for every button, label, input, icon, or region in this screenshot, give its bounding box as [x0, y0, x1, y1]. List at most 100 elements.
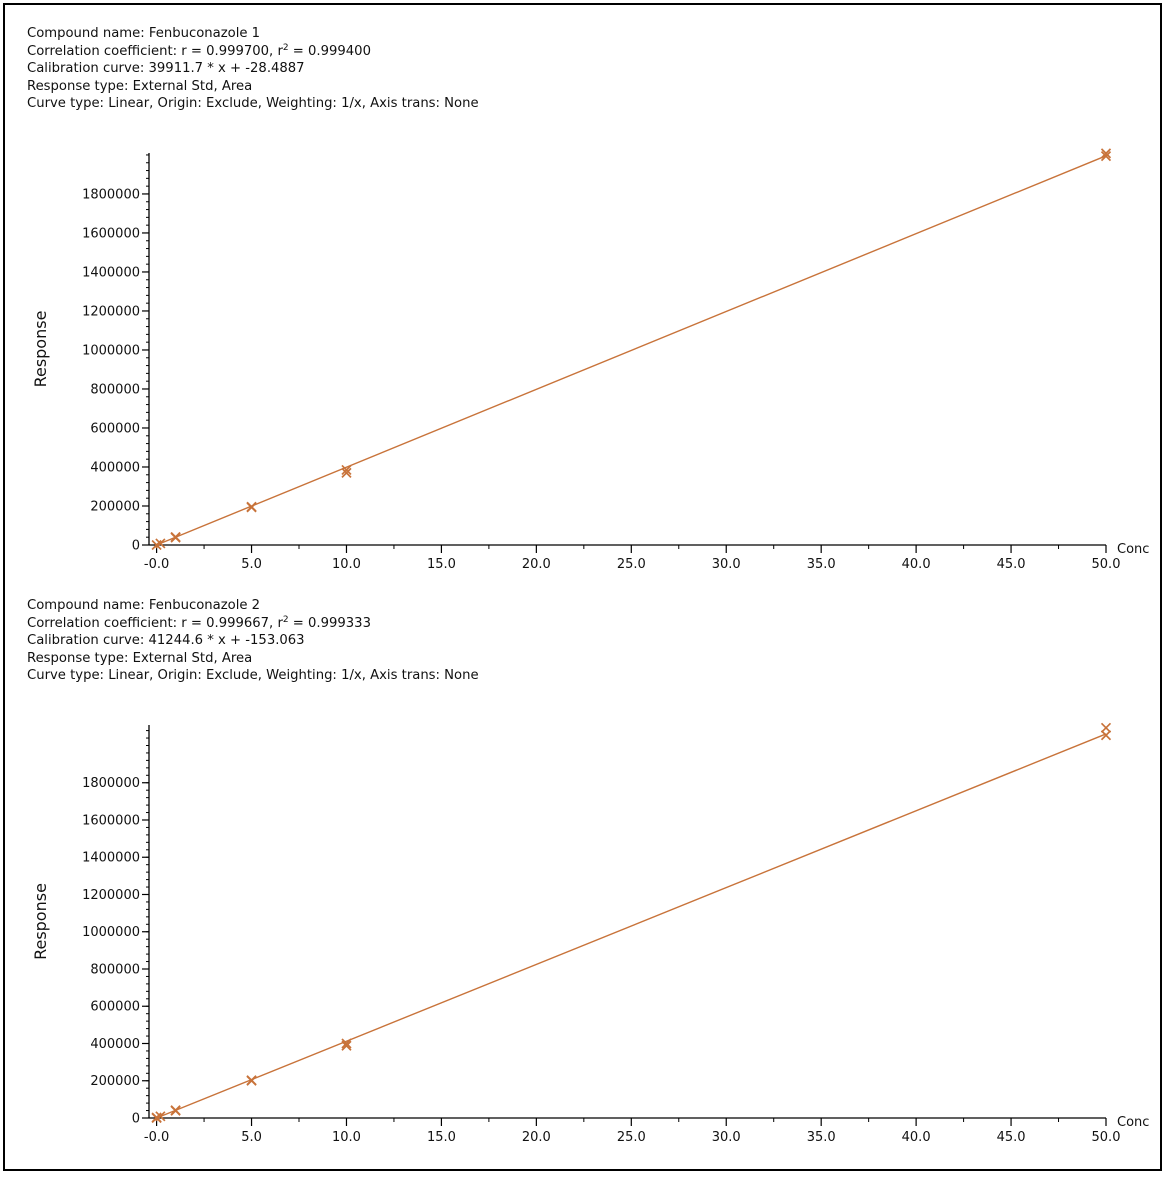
- x-tick-label: 25.0: [617, 1130, 646, 1145]
- data-point: [341, 1040, 352, 1051]
- data-point-stroke: [246, 501, 257, 512]
- y-tick-label: 600000: [90, 1000, 140, 1015]
- compound-name: Compound name: Fenbuconazole 2: [27, 598, 261, 613]
- y-axis-title: Response: [31, 311, 50, 388]
- y-tick-label: 800000: [90, 382, 140, 397]
- x-tick-label: 45.0: [997, 1130, 1026, 1145]
- calibration-panel-1: Compound name: Fenbuconazole 1 Correlati…: [5, 5, 1160, 590]
- data-point-stroke: [1100, 722, 1112, 733]
- calibration-curve: Calibration curve: 39911.7 * x + -28.488…: [27, 61, 305, 77]
- response-type: Response type: External Std, Area: [27, 650, 253, 666]
- data-point: [341, 1038, 352, 1049]
- correlation-prefix: Correlation coefficient: r = 0.999667, r: [27, 615, 283, 631]
- data-point-stroke: [341, 467, 352, 478]
- data-point: [1100, 151, 1112, 162]
- data-point: [1100, 722, 1112, 733]
- y-tick-label: 1000000: [82, 925, 140, 940]
- data-point-stroke: [246, 1075, 257, 1086]
- compound-info-1: Compound name: Fenbuconazole 1 Correlati…: [27, 25, 479, 113]
- x-tick-label: 40.0: [902, 557, 931, 572]
- correlation-prefix: Correlation coefficient: r = 0.999700, r: [27, 43, 283, 59]
- y-tick-label: 1200000: [82, 888, 140, 903]
- y-tick-label: 600000: [90, 421, 140, 436]
- data-point-stroke: [341, 1038, 352, 1049]
- y-tick-label: 200000: [90, 499, 140, 514]
- y-axis-title: Response: [31, 883, 50, 960]
- calibration-line: [156, 155, 1107, 546]
- data-point-stroke: [170, 1105, 181, 1116]
- x-tick-label: 30.0: [712, 1130, 741, 1145]
- data-point: [1100, 730, 1112, 741]
- data-point: [155, 1111, 166, 1122]
- data-points: [151, 148, 1112, 551]
- compound-name: Compound name: Fenbuconazole 1: [27, 26, 261, 41]
- x-tick-label: 15.0: [427, 557, 456, 572]
- y-tick-label: 1800000: [82, 776, 140, 791]
- data-point: [1100, 148, 1112, 159]
- x-tick-label: -0.0: [144, 1130, 169, 1145]
- data-point-stroke: [1100, 148, 1112, 159]
- data-point: [341, 467, 352, 478]
- data-point-stroke: [1100, 730, 1112, 741]
- x-axis-title: Conc: [1117, 542, 1149, 557]
- data-point: [170, 531, 181, 543]
- y-tick-label: 0: [132, 539, 140, 554]
- data-point-stroke: [341, 1040, 352, 1051]
- x-tick-label: 35.0: [807, 557, 836, 572]
- x-tick-label: 5.0: [241, 1130, 262, 1145]
- x-tick-label: 50.0: [1092, 557, 1121, 572]
- data-point: [170, 1105, 181, 1116]
- x-tick-label: 10.0: [332, 1130, 361, 1145]
- x-tick-label: 10.0: [332, 557, 361, 572]
- y-tick-label: 1400000: [82, 265, 140, 280]
- response-type: Response type: External Std, Area: [27, 78, 253, 94]
- correlation-suffix: = 0.999400: [288, 43, 371, 59]
- compound-info-2: Compound name: Fenbuconazole 2 Correlati…: [27, 597, 479, 685]
- calibration-curve: Calibration curve: 41244.6 * x + -153.06…: [27, 633, 305, 649]
- y-tick-label: 1200000: [82, 304, 140, 319]
- x-tick-label: -0.0: [144, 557, 169, 572]
- x-tick-label: 45.0: [997, 557, 1026, 572]
- calibration-line: [156, 733, 1107, 1119]
- data-point-stroke: [155, 538, 166, 549]
- calibration-chart-2: 0 200000 400000 600000 800000 1000000 1200000 1…: [31, 722, 1149, 1145]
- data-point-stroke: [1100, 151, 1112, 162]
- data-points: [151, 722, 1112, 1124]
- axes: 0 200000 400000 600000 800000 1000000 1200000 1…: [31, 153, 1149, 572]
- calibration-chart-1: 0 200000 400000 600000 800000 1000000 1200000 1…: [31, 148, 1149, 572]
- correlation-coefficient: Correlation coefficient: r = 0.999700, r…: [27, 43, 479, 61]
- curve-type: Curve type: Linear, Origin: Exclude, Wei…: [27, 668, 479, 684]
- y-tick-label: 800000: [90, 962, 140, 977]
- x-tick-label: 30.0: [712, 557, 741, 572]
- axes: 0 200000 400000 600000 800000 1000000 1200000 1…: [31, 725, 1149, 1145]
- y-tick-label: 1800000: [82, 187, 140, 202]
- x-tick-label: 20.0: [522, 1130, 551, 1145]
- calibration-panel-2: Compound name: Fenbuconazole 2 Correlati…: [5, 577, 1160, 1169]
- data-point: [246, 501, 257, 512]
- x-tick-label: 50.0: [1092, 1130, 1121, 1145]
- y-tick-label: 1600000: [82, 226, 140, 241]
- r-squared-exponent: 2: [282, 42, 289, 53]
- x-tick-label: 35.0: [807, 1130, 836, 1145]
- data-point-stroke: [170, 531, 181, 543]
- data-point: [341, 464, 352, 476]
- calibration-report: Compound name: Fenbuconazole 1 Correlati…: [3, 3, 1162, 1171]
- data-point: [246, 1075, 257, 1086]
- y-tick-label: 200000: [90, 1074, 140, 1089]
- correlation-coefficient: Correlation coefficient: r = 0.999667, r…: [27, 615, 479, 633]
- data-point: [155, 538, 166, 549]
- data-point-stroke: [341, 464, 352, 476]
- y-tick-label: 0: [132, 1112, 140, 1127]
- x-tick-label: 20.0: [522, 557, 551, 572]
- y-tick-label: 400000: [90, 460, 140, 475]
- y-tick-label: 1600000: [82, 813, 140, 828]
- x-tick-label: 40.0: [902, 1130, 931, 1145]
- x-tick-label: 25.0: [617, 557, 646, 572]
- y-tick-label: 1000000: [82, 343, 140, 358]
- r-squared-exponent: 2: [282, 614, 289, 625]
- data-point-stroke: [155, 1111, 166, 1122]
- curve-type: Curve type: Linear, Origin: Exclude, Wei…: [27, 96, 479, 112]
- correlation-suffix: = 0.999333: [288, 615, 371, 631]
- x-axis-title: Conc: [1117, 1115, 1149, 1130]
- y-tick-label: 1400000: [82, 851, 140, 866]
